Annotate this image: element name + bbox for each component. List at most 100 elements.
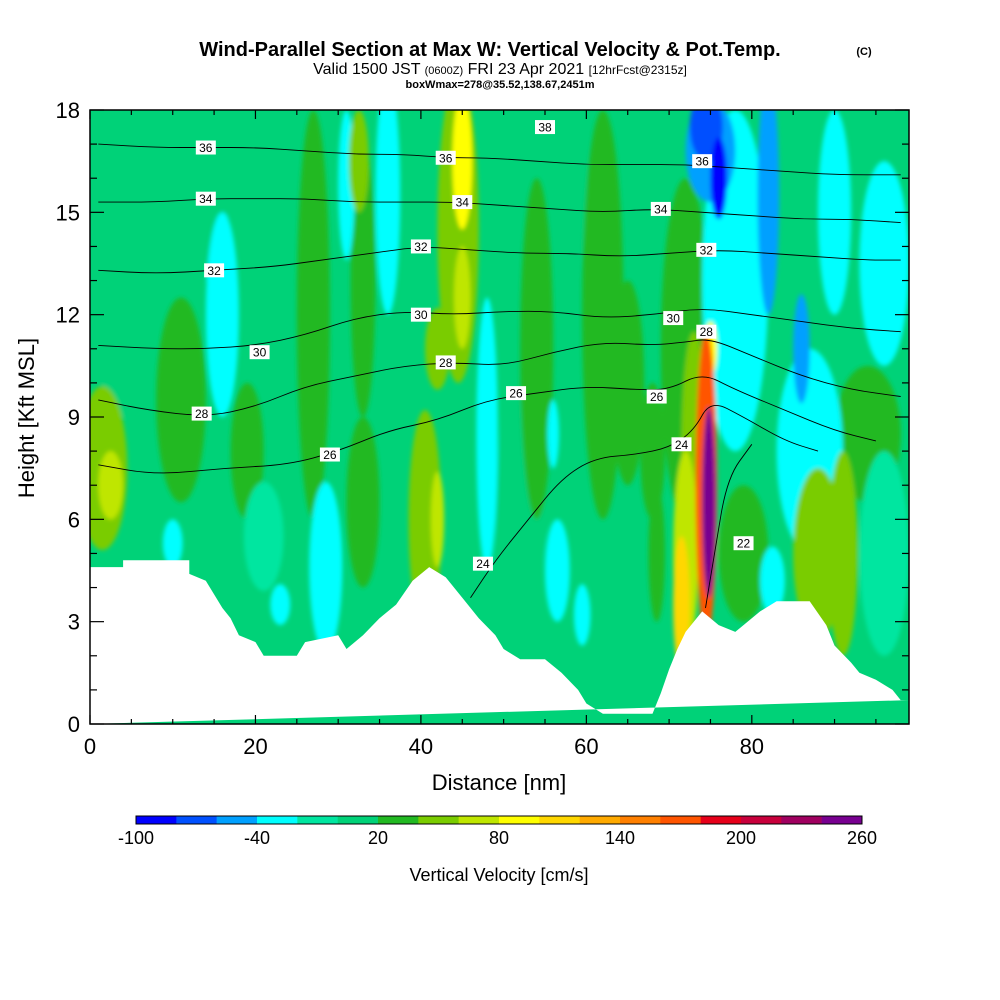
theta-label: 28 — [191, 406, 212, 421]
colorbar-swatch — [257, 816, 298, 824]
w-cell — [573, 584, 591, 646]
theta-label: 30 — [663, 311, 684, 326]
w-cell — [545, 519, 570, 622]
w-cell — [350, 144, 376, 418]
svg-text:22: 22 — [737, 537, 751, 551]
svg-text:30: 30 — [253, 346, 267, 360]
colorbar-swatch — [378, 816, 419, 824]
forecast-init: [12hrFcst@2315z] — [589, 63, 687, 77]
colorbar-swatch — [418, 816, 459, 824]
x-tick-label: 0 — [84, 734, 96, 759]
theta-label: 26 — [319, 447, 340, 462]
x-tick-label: 40 — [409, 734, 433, 759]
w-cell — [611, 280, 645, 486]
w-cell — [859, 451, 909, 656]
colorbar — [135, 815, 863, 825]
colorbar-tick-label: 80 — [489, 828, 509, 848]
y-tick-label: 9 — [68, 405, 80, 430]
theta-label: 32 — [410, 239, 431, 254]
svg-text:26: 26 — [323, 448, 337, 462]
y-axis-label: Height [Kft MSL] — [14, 338, 39, 498]
theta-contour-24 — [470, 404, 819, 599]
theta-label: 26 — [646, 389, 667, 404]
y-tick-label: 18 — [56, 98, 80, 123]
theta-label: 34 — [452, 195, 473, 210]
colorbar-swatch — [620, 816, 661, 824]
svg-text:24: 24 — [476, 557, 490, 571]
colorbar-swatch — [781, 816, 822, 824]
x-tick-label: 20 — [243, 734, 267, 759]
y-axis-tick-labels: 0 3 6 9 12 15 18 — [56, 98, 80, 737]
w-cell — [710, 137, 728, 220]
svg-text:26: 26 — [650, 390, 664, 404]
valid-date: FRI 23 Apr 2021 — [468, 61, 585, 78]
theta-label: 24 — [671, 437, 692, 452]
svg-text:30: 30 — [667, 312, 681, 326]
w-cell — [296, 110, 330, 520]
colorbar-swatch — [539, 816, 580, 824]
potential-temperature-contours — [98, 143, 901, 609]
y-tick-label: 0 — [68, 712, 80, 737]
theta-contour-32 — [98, 247, 901, 274]
w-cell — [827, 451, 858, 656]
svg-text:32: 32 — [414, 240, 428, 254]
theta-label: 36 — [435, 150, 456, 165]
svg-text:28: 28 — [439, 356, 453, 370]
colorbar-swatch — [337, 816, 379, 824]
colorbar-tick-label: 200 — [726, 828, 756, 848]
w-cell — [702, 406, 716, 598]
colorbar-swatch — [700, 816, 742, 824]
colorbar-tick-labels: -100 -40 20 80 140 200 260 — [118, 828, 877, 848]
x-tick-label: 60 — [574, 734, 598, 759]
w-cell — [476, 297, 498, 571]
x-axis-tick-labels: 0 20 40 60 80 — [84, 734, 764, 759]
w-cell — [346, 417, 380, 588]
w-cell — [348, 110, 369, 213]
colorbar-tick-label: 20 — [368, 828, 388, 848]
colorbar-swatch — [821, 816, 863, 824]
svg-text:26: 26 — [509, 387, 523, 401]
svg-text:36: 36 — [439, 151, 453, 165]
theta-label: 32 — [696, 242, 717, 257]
y-tick-label: 15 — [56, 200, 80, 225]
copyright-mark: (C) — [856, 46, 872, 58]
theta-contour-28 — [98, 339, 901, 416]
theta-contour-22 — [705, 444, 753, 609]
svg-text:36: 36 — [696, 155, 710, 169]
colorbar-swatch — [741, 816, 782, 824]
svg-text:28: 28 — [700, 325, 714, 339]
x-axis-label: Distance [nm] — [432, 770, 567, 795]
svg-text:36: 36 — [199, 141, 213, 155]
theta-label: 36 — [692, 154, 713, 169]
terrain — [90, 560, 909, 724]
valid-time-line: Valid 1500 JST (0600Z) FRI 23 Apr 2021 [… — [313, 61, 687, 78]
w-cell — [648, 485, 665, 622]
colorbar-swatch — [499, 816, 540, 824]
y-tick-label: 6 — [68, 507, 80, 532]
plot-area: 38 36 36 36 34 34 34 32 32 32 30 30 30 28 28 28 26 26 26 24… — [90, 110, 909, 724]
svg-text:24: 24 — [675, 438, 689, 452]
svg-text:34: 34 — [654, 202, 668, 216]
w-cell — [205, 212, 239, 417]
w-cell — [430, 471, 445, 568]
w-cell — [162, 519, 183, 568]
colorbar-tick-label: 260 — [847, 828, 877, 848]
svg-text:30: 30 — [414, 308, 428, 322]
w-cell — [547, 399, 560, 469]
theta-label: 32 — [204, 263, 225, 278]
w-cell — [309, 481, 343, 653]
theta-label: 28 — [435, 355, 456, 370]
w-cell — [454, 246, 471, 349]
colorbar-tick-label: -40 — [244, 828, 270, 848]
chart-title: Wind-Parallel Section at Max W: Vertical… — [199, 39, 780, 61]
w-cell — [793, 294, 810, 404]
y-tick-label: 3 — [68, 610, 80, 635]
field-cells — [90, 110, 909, 673]
theta-contour-30 — [98, 309, 901, 350]
w-cell — [270, 584, 291, 626]
colorbar-swatch — [579, 816, 621, 824]
colorbar-tick-label: -100 — [118, 828, 154, 848]
colorbar-swatch — [660, 816, 701, 824]
theta-label: 34 — [650, 201, 671, 216]
w-cell — [230, 382, 264, 520]
